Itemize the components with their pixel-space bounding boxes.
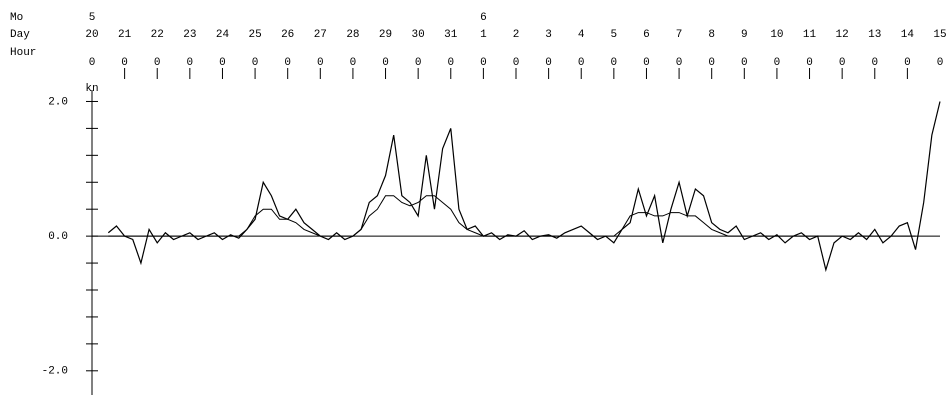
day-label: 14	[901, 29, 915, 41]
day-label: 24	[216, 29, 230, 41]
day-label: 26	[281, 29, 294, 41]
day-label: 20	[85, 29, 98, 41]
data-line	[107, 101, 941, 273]
hour-label: 0	[121, 57, 128, 69]
day-label: 9	[741, 29, 748, 41]
hour-label: 0	[545, 57, 552, 69]
day-label: 21	[118, 29, 132, 41]
hour-label: 0	[480, 57, 487, 69]
hour-label: 0	[415, 57, 422, 69]
hour-label: 0	[904, 57, 911, 69]
month-label: 5	[89, 12, 96, 24]
hour-label: 0	[89, 57, 96, 69]
day-label: 22	[151, 29, 164, 41]
hour-label: 0	[643, 57, 650, 69]
hour-label: 0	[708, 57, 715, 69]
hour-label: 0	[447, 57, 454, 69]
day-row-label: Day	[10, 29, 30, 41]
day-label: 29	[379, 29, 392, 41]
day-label: 31	[444, 29, 458, 41]
month-row-label: Mo	[10, 12, 23, 24]
day-label: 10	[770, 29, 783, 41]
hour-label: 0	[350, 57, 357, 69]
day-label: 28	[346, 29, 359, 41]
hour-label: 0	[252, 57, 259, 69]
day-label: 6	[643, 29, 650, 41]
hour-label: 0	[154, 57, 161, 69]
day-label: 15	[933, 29, 946, 41]
data-line	[108, 195, 916, 237]
y-tick-label: -2.0	[42, 366, 68, 378]
month-label: 6	[480, 12, 487, 24]
hour-label: 0	[839, 57, 846, 69]
hour-label: 0	[937, 57, 944, 69]
day-label: 30	[412, 29, 425, 41]
hour-label: 0	[187, 57, 194, 69]
hour-label: 0	[676, 57, 683, 69]
day-label: 8	[708, 29, 715, 41]
hour-label: 0	[513, 57, 520, 69]
hour-label: 0	[611, 57, 618, 69]
hour-label: 0	[382, 57, 389, 69]
y-tick-label: 0.0	[48, 231, 68, 243]
day-label: 27	[314, 29, 327, 41]
day-label: 25	[248, 29, 261, 41]
hour-label: 0	[317, 57, 324, 69]
day-label: 12	[836, 29, 849, 41]
day-label: 11	[803, 29, 817, 41]
hour-label: 0	[774, 57, 781, 69]
day-label: 23	[183, 29, 196, 41]
hour-label: 0	[578, 57, 585, 69]
day-label: 13	[868, 29, 881, 41]
day-label: 5	[611, 29, 618, 41]
day-label: 1	[480, 29, 487, 41]
y-axis-label: kn	[85, 83, 98, 95]
hour-label: 0	[284, 57, 291, 69]
hour-label: 0	[219, 57, 226, 69]
day-label: 4	[578, 29, 585, 41]
day-label: 2	[513, 29, 520, 41]
y-tick-label: 2.0	[48, 96, 68, 108]
hour-label: 0	[741, 57, 748, 69]
day-label: 7	[676, 29, 683, 41]
hour-label: 0	[871, 57, 878, 69]
day-label: 3	[545, 29, 552, 41]
hour-row-label: Hour	[10, 47, 36, 59]
hour-label: 0	[806, 57, 813, 69]
